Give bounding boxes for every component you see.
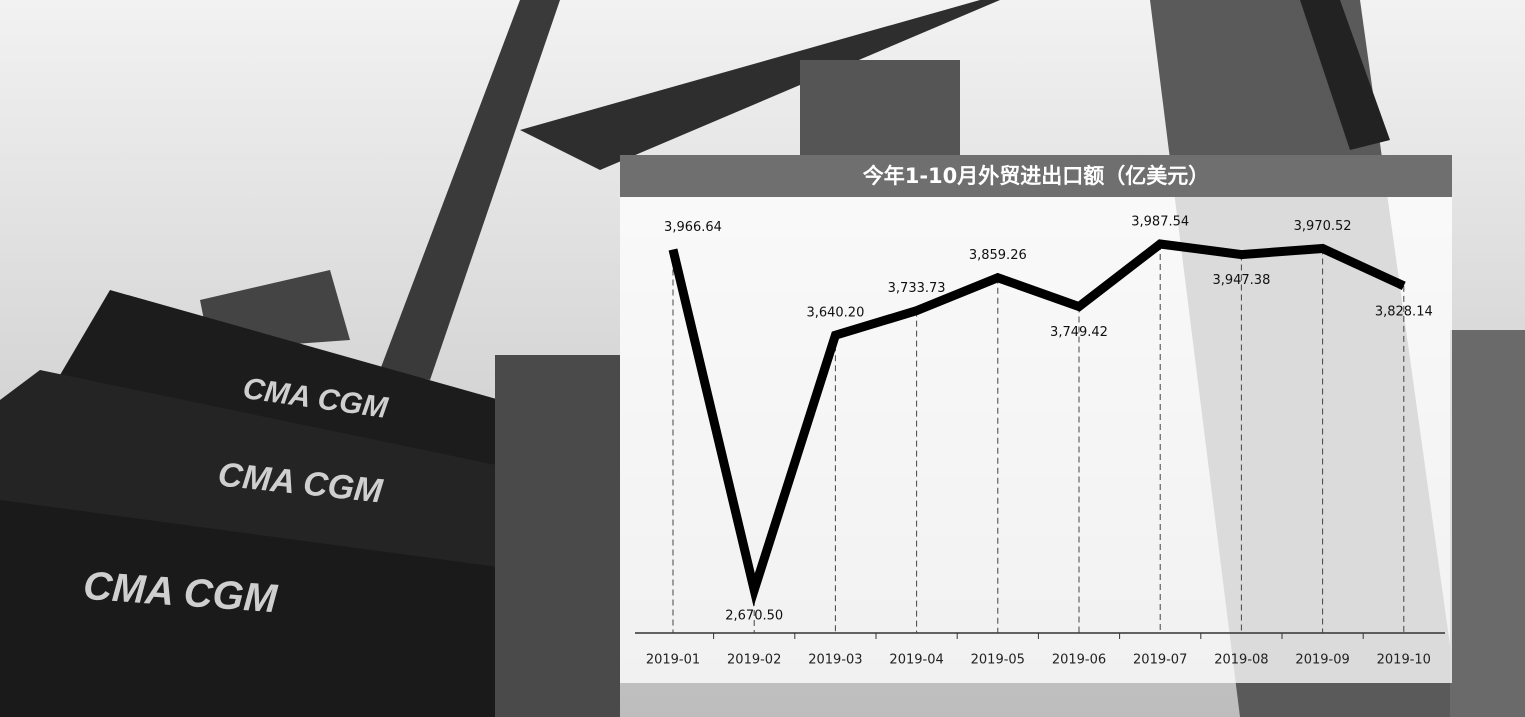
x-tick-label: 2019-05	[971, 653, 1025, 668]
x-tick-label: 2019-09	[1295, 653, 1349, 668]
plot: 2019-01 2019-02 2019-03 2019-04 2019-05 2019-…	[646, 215, 1433, 668]
chart-title: 今年1-10月外贸进出口额（亿美元）	[863, 164, 1210, 188]
value-label: 3,947.38	[1212, 273, 1270, 288]
value-label: 2,670.50	[725, 609, 783, 624]
value-label: 3,987.54	[1131, 215, 1189, 230]
x-tick-label: 2019-10	[1377, 653, 1431, 668]
x-tick-label: 2019-08	[1214, 653, 1268, 668]
value-label: 3,828.14	[1375, 304, 1433, 319]
value-label: 3,640.20	[806, 306, 864, 321]
chart-panel	[620, 155, 1452, 683]
x-tick-label: 2019-06	[1052, 653, 1106, 668]
value-label: 3,970.52	[1294, 219, 1352, 234]
title-bar	[620, 155, 1452, 197]
x-tick-label: 2019-02	[727, 653, 781, 668]
x-tick-label: 2019-04	[889, 653, 943, 668]
value-label: 3,966.64	[664, 220, 722, 235]
data-line	[668, 239, 1406, 607]
x-tick-label: 2019-03	[808, 653, 862, 668]
x-tick-label: 2019-07	[1133, 653, 1187, 668]
value-label: 3,859.26	[969, 248, 1027, 263]
value-label: 3,749.42	[1050, 325, 1108, 340]
value-label: 3,733.73	[888, 281, 946, 296]
x-tick-label: 2019-01	[646, 653, 700, 668]
